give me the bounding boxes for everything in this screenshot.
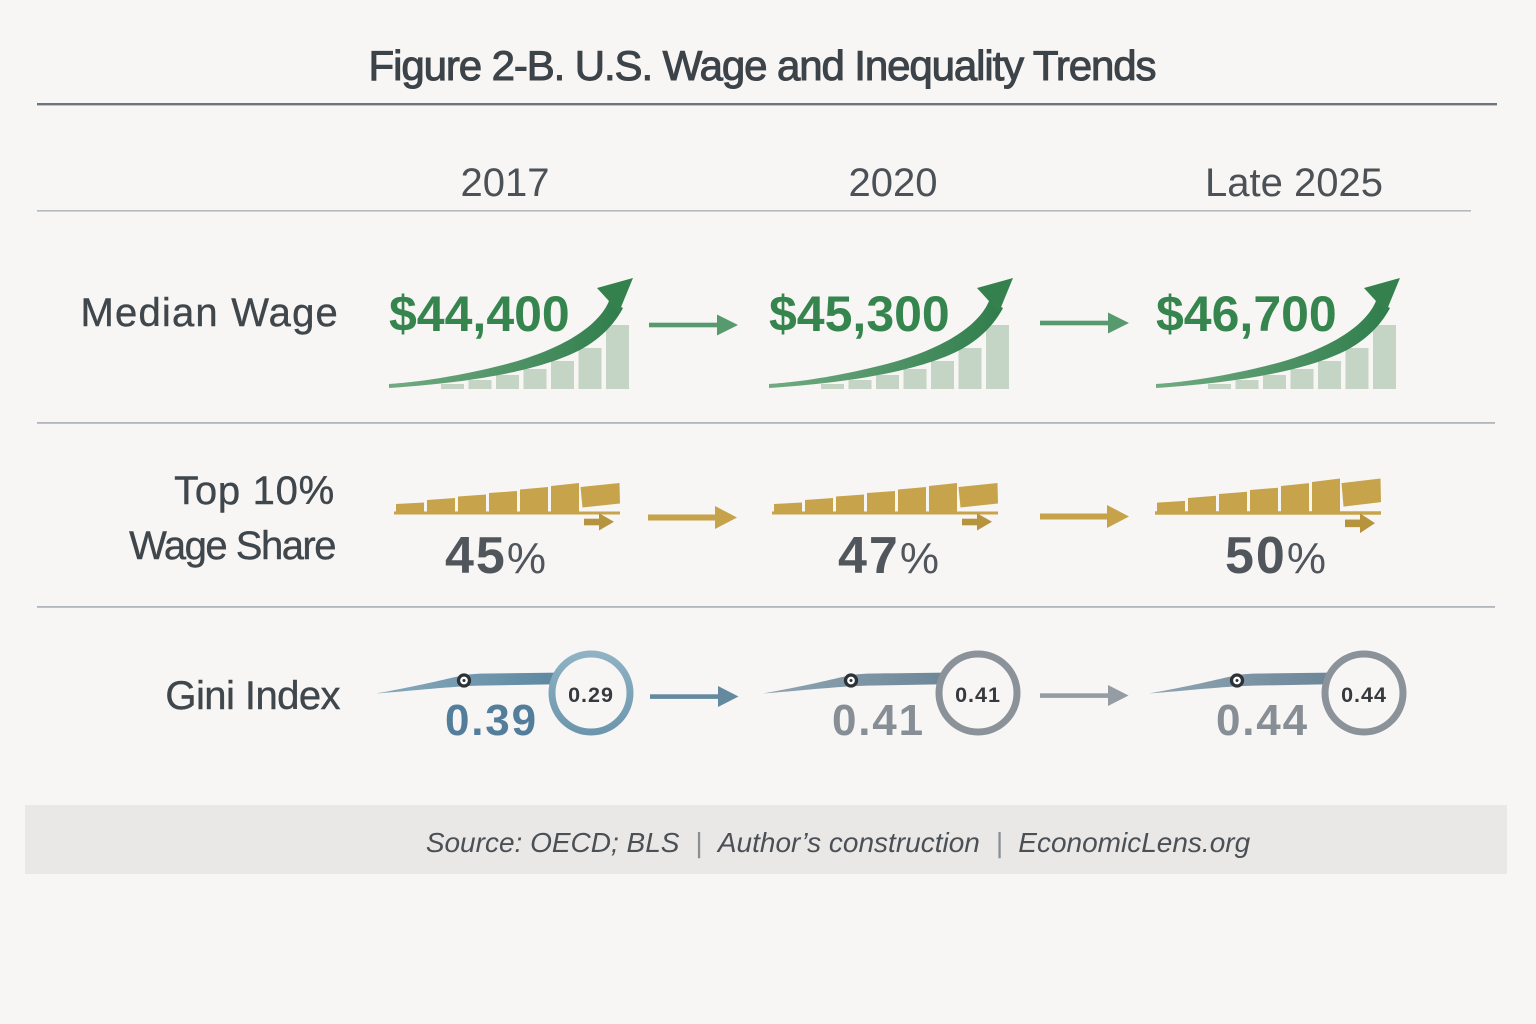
svg-text:$45,300: $45,300	[769, 286, 950, 342]
svg-text:0.41: 0.41	[955, 683, 1001, 707]
svg-text:Top 10%: Top 10%	[174, 469, 335, 513]
svg-text:Wage Share: Wage Share	[129, 524, 335, 568]
svg-text:0.39: 0.39	[445, 696, 538, 745]
svg-text:50%: 50%	[1225, 527, 1328, 585]
svg-text:$44,400: $44,400	[389, 286, 570, 342]
svg-text:0.44: 0.44	[1216, 696, 1309, 745]
svg-text:Late 2025: Late 2025	[1205, 161, 1383, 205]
svg-text:45%: 45%	[445, 527, 548, 585]
svg-text:Figure 2-B. U.S. Wage and Ineq: Figure 2-B. U.S. Wage and Inequality Tre…	[369, 42, 1156, 89]
svg-text:Gini Index: Gini Index	[165, 674, 340, 718]
svg-text:0.41: 0.41	[832, 696, 925, 745]
svg-text:0.44: 0.44	[1341, 683, 1387, 707]
svg-text:0.29: 0.29	[568, 683, 614, 707]
svg-text:47%: 47%	[838, 527, 941, 585]
svg-text:2017: 2017	[461, 161, 550, 205]
svg-text:Median Wage: Median Wage	[80, 291, 339, 335]
svg-text:$46,700: $46,700	[1156, 286, 1337, 342]
svg-text:2020: 2020	[849, 161, 938, 205]
svg-text:Source: OECD; BLS | Author’s: Source: OECD; BLS | Author’s constructio…	[426, 827, 1251, 858]
